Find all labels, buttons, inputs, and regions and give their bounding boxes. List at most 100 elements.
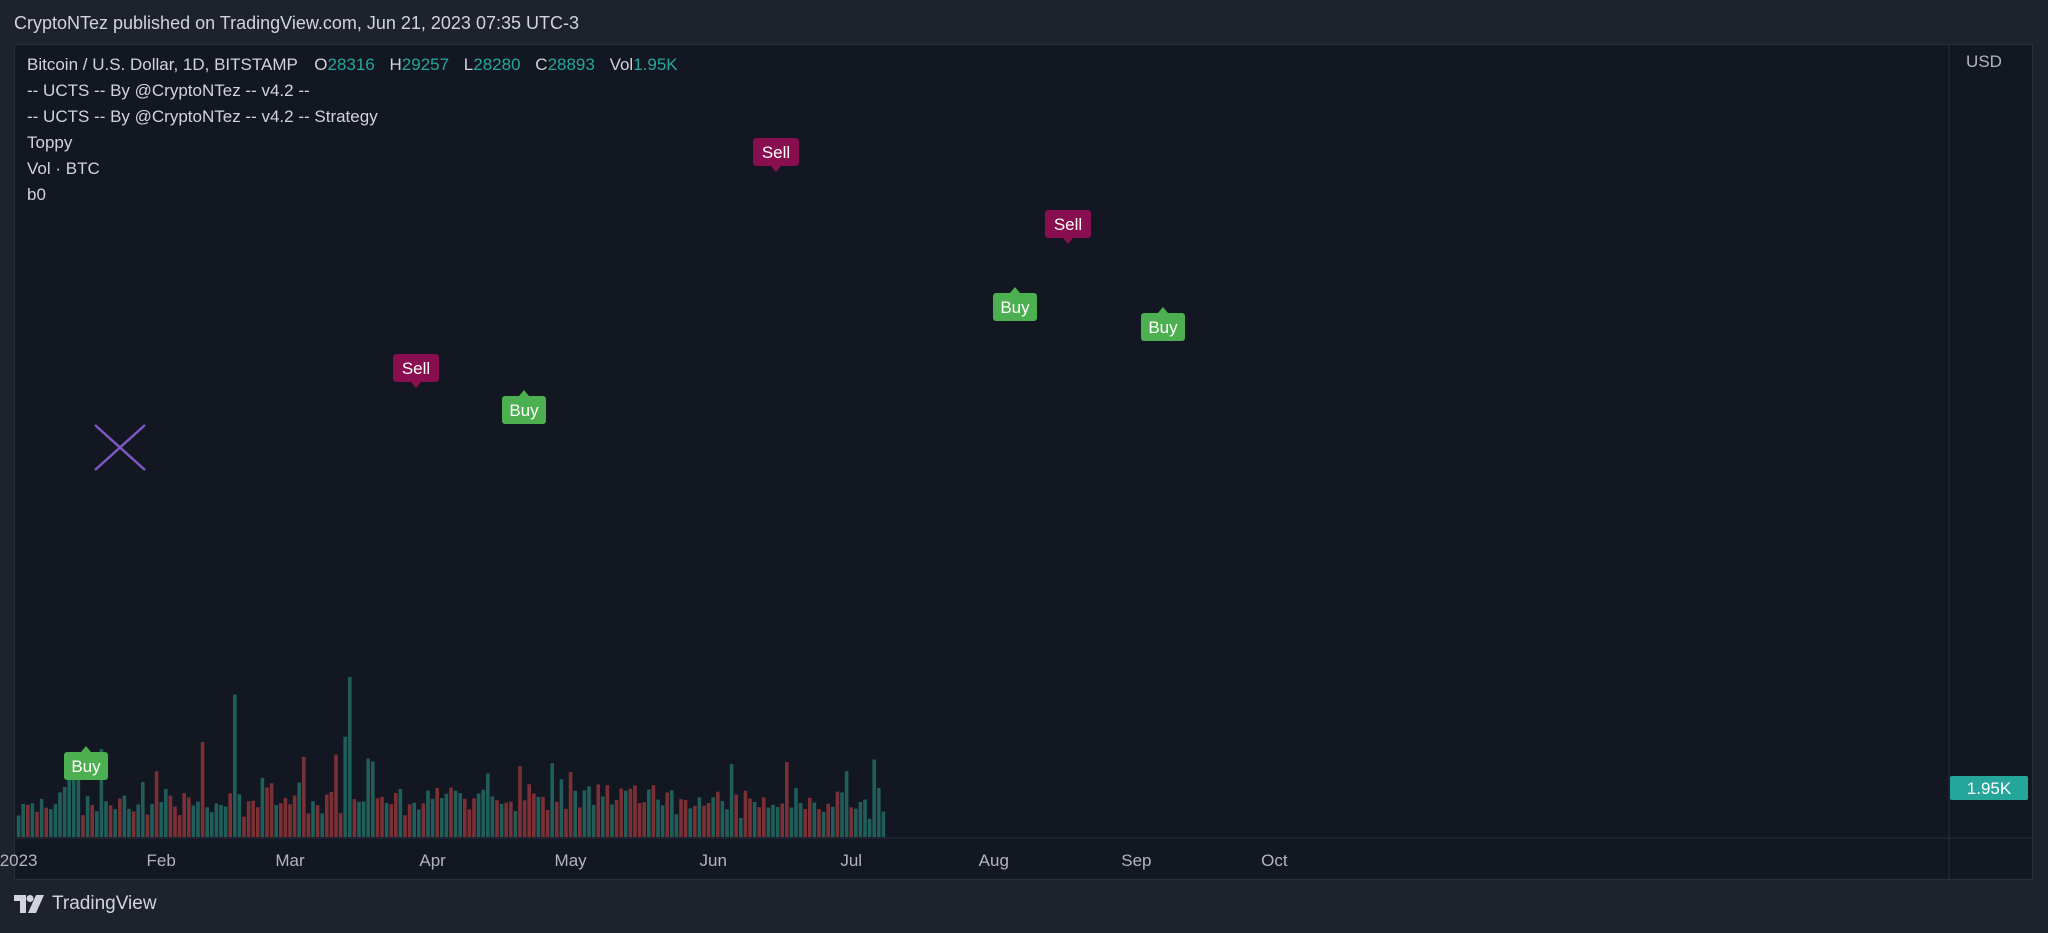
- volume-bar: [95, 811, 99, 837]
- volume-bar: [467, 809, 472, 837]
- x-tick-label: Feb: [147, 851, 176, 870]
- volume-bar: [265, 787, 269, 837]
- legend-open-value: 28316: [327, 55, 374, 74]
- volume-bar: [867, 818, 872, 837]
- sell-signal-pointer: [411, 382, 421, 388]
- volume-bar: [403, 815, 407, 837]
- volume-bar: [762, 797, 766, 837]
- volume-bar: [104, 801, 108, 837]
- volume-bar: [306, 813, 311, 837]
- volume-bar: [771, 804, 775, 837]
- volume-bar: [49, 809, 53, 837]
- tradingview-logo-icon: [14, 895, 44, 913]
- volume-bar: [361, 801, 366, 837]
- volume-bar: [794, 788, 798, 837]
- tradingview-brand: TradingView: [52, 893, 157, 914]
- volume-bar: [729, 764, 734, 837]
- volume-bar: [532, 793, 536, 837]
- volume-bar: [481, 789, 485, 837]
- volume-bar: [237, 794, 242, 837]
- volume-bar: [219, 804, 223, 837]
- volume-bar: [417, 809, 421, 837]
- legend-high-label: H: [390, 55, 402, 74]
- volume-bar: [85, 796, 90, 837]
- indicator-b0[interactable]: b0: [27, 185, 46, 204]
- volume-bar: [389, 804, 393, 837]
- volume-bar: [656, 799, 660, 837]
- indicator-ucts[interactable]: -- UCTS -- By @CryptoNTez -- v4.2 --: [27, 81, 310, 100]
- volume-bar: [246, 801, 251, 837]
- volume-bar: [444, 793, 449, 837]
- volume-bar: [325, 794, 329, 837]
- indicator-volume[interactable]: Vol · BTC: [27, 159, 100, 178]
- volume-bar: [458, 793, 462, 837]
- volume-bar: [849, 807, 853, 837]
- x-tick-label: Aug: [979, 851, 1009, 870]
- volume-bar: [223, 806, 228, 837]
- volume-bar: [292, 795, 297, 837]
- volume-bar: [76, 761, 81, 837]
- currency-label[interactable]: USD: [1966, 52, 2002, 71]
- sell-signal-tag: [753, 138, 799, 166]
- x-tick-label: Jul: [840, 851, 862, 870]
- volume-bar: [509, 801, 513, 837]
- volume-bar: [486, 773, 490, 837]
- volume-bar: [472, 798, 476, 837]
- volume-bar: [573, 790, 577, 837]
- x-tick-label: Apr: [419, 851, 446, 870]
- volume-bar: [844, 771, 849, 837]
- indicator-ucts-strategy[interactable]: -- UCTS -- By @CryptoNTez -- v4.2 -- Str…: [27, 107, 378, 126]
- volume-bar: [371, 761, 375, 837]
- volume-bar: [633, 785, 637, 837]
- price-badge-label: 1.95K: [1967, 779, 2012, 798]
- volume-bar: [854, 808, 858, 837]
- volume-bar: [831, 806, 835, 837]
- sell-signal-pointer: [1063, 238, 1073, 244]
- tradingview-logo[interactable]: TradingView: [14, 893, 157, 915]
- volume-bar: [536, 796, 541, 837]
- buy-signal-tag: [1141, 313, 1185, 341]
- volume-bar: [601, 796, 605, 837]
- volume-bar: [67, 767, 71, 837]
- volume-bar: [407, 804, 412, 837]
- volume-bar: [683, 800, 688, 837]
- legend-low-value: 28280: [473, 55, 520, 74]
- volume-bar: [141, 782, 145, 837]
- x-tick-label: Oct: [1261, 851, 1288, 870]
- volume-bar: [559, 779, 564, 837]
- volume-bar: [150, 804, 154, 837]
- volume-bar: [660, 805, 665, 837]
- volume-bar: [872, 759, 876, 837]
- volume-bar: [53, 804, 58, 837]
- volume-bar: [122, 795, 127, 837]
- volume-bar: [693, 805, 697, 837]
- volume-bar: [513, 811, 518, 837]
- volume-bar: [582, 790, 587, 837]
- legend-volume-label: Vol: [610, 55, 634, 74]
- volume-bar: [587, 786, 591, 837]
- volume-bar: [670, 790, 674, 837]
- legend-volume-value: 1.95K: [633, 55, 678, 74]
- buy-signal-pointer: [519, 390, 529, 396]
- volume-bar: [716, 791, 720, 837]
- volume-bar: [702, 805, 706, 837]
- volume-bar: [182, 793, 186, 837]
- volume-bar: [624, 790, 628, 837]
- volume-bar: [279, 803, 283, 837]
- volume-bar: [463, 798, 467, 837]
- price-badge: [1950, 776, 2028, 800]
- buy-signal-label: Buy: [71, 757, 101, 776]
- volume-bar: [706, 803, 711, 837]
- volume-bar: [205, 807, 209, 837]
- buy-signal-label: Buy: [1000, 298, 1030, 317]
- volume-bar: [274, 805, 278, 837]
- x-tick-label: Jun: [699, 851, 726, 870]
- volume-bar: [821, 811, 826, 837]
- volume-bar: [610, 804, 614, 837]
- volume-bar: [522, 800, 527, 837]
- indicator-toppy[interactable]: Toppy: [27, 133, 73, 152]
- volume-bar: [398, 788, 403, 837]
- volume-bar: [863, 799, 867, 837]
- volume-bar: [647, 789, 651, 837]
